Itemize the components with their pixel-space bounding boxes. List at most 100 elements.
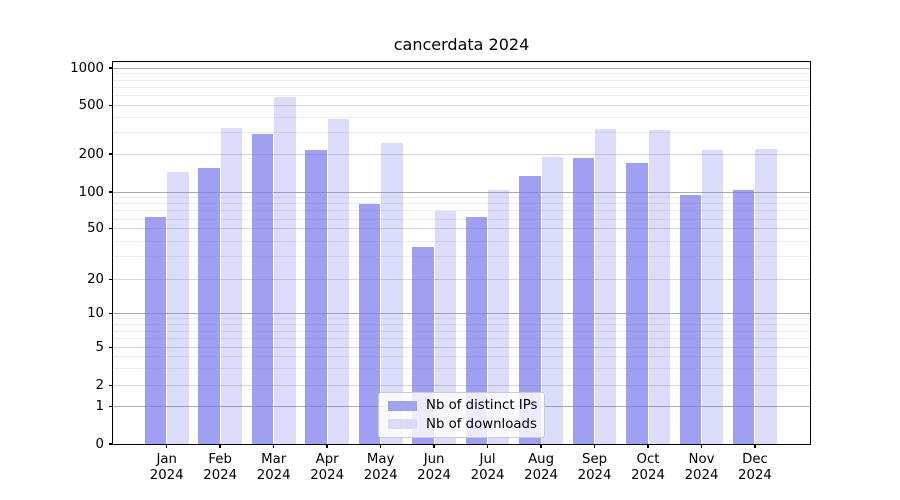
gridline xyxy=(113,256,810,258)
x-tick-label: Sep 2024 xyxy=(565,452,625,483)
x-tick-year: 2024 xyxy=(631,467,665,483)
bar-downloads-oct xyxy=(648,130,670,444)
bar-distinct-ips-feb xyxy=(198,167,220,444)
y-tick-label: 0 xyxy=(95,436,104,452)
x-tick-month: Apr xyxy=(315,452,339,467)
x-tick-month: Jun xyxy=(423,452,445,467)
gridline xyxy=(113,86,810,88)
bar-downloads-jun xyxy=(434,210,456,444)
x-tick-label: Jan 2024 xyxy=(137,452,197,483)
bar-downloads-mar xyxy=(274,96,296,444)
gridline xyxy=(113,338,810,340)
x-tick-label: May 2024 xyxy=(351,452,411,483)
x-tick-year: 2024 xyxy=(524,467,558,483)
x-tick-month: Feb xyxy=(208,452,232,467)
x-tick-mark xyxy=(326,444,328,448)
x-tick-mark xyxy=(754,444,756,448)
bar-downloads-aug xyxy=(541,156,563,444)
gridline xyxy=(113,132,810,134)
y-tick-label: 1 xyxy=(95,399,104,415)
y-tick-label: 1000 xyxy=(70,60,104,76)
bar-distinct-ips-sep xyxy=(572,157,595,444)
gridline xyxy=(113,278,810,280)
gridline xyxy=(113,228,810,230)
y-tick-label: 20 xyxy=(87,271,104,287)
x-tick-mark xyxy=(540,444,542,448)
gridline xyxy=(113,67,810,69)
y-tick-mark xyxy=(108,191,113,193)
gridline xyxy=(113,347,810,349)
x-tick-label: Aug 2024 xyxy=(511,452,571,483)
bar-downloads-sep xyxy=(595,128,617,444)
y-tick-mark xyxy=(108,228,113,230)
bar-downloads-apr xyxy=(327,118,350,444)
y-tick-mark xyxy=(108,443,113,445)
x-tick-month: Jan xyxy=(156,452,177,467)
bar-distinct-ips-nov xyxy=(679,195,701,444)
bar-downloads-jan xyxy=(167,171,189,444)
y-tick-mark xyxy=(108,105,113,107)
gridline xyxy=(113,323,810,325)
x-tick-mark xyxy=(166,444,168,448)
y-tick-mark xyxy=(108,153,113,155)
x-tick-year: 2024 xyxy=(203,467,238,483)
y-tick-label: 100 xyxy=(78,184,104,200)
legend-swatch-distinct-ips xyxy=(388,400,417,411)
gridline xyxy=(113,203,810,205)
x-tick-label: Jun 2024 xyxy=(404,452,464,483)
x-tick-label: Feb 2024 xyxy=(190,452,250,483)
x-tick-mark xyxy=(272,444,275,448)
x-tick-year: 2024 xyxy=(256,467,291,483)
bar-downloads-jul xyxy=(488,190,510,444)
gridline xyxy=(113,95,810,97)
bar-downloads-dec xyxy=(755,148,777,444)
x-tick-mark xyxy=(433,444,435,448)
gridline xyxy=(113,218,810,220)
legend: Nb of distinct IPs Nb of downloads xyxy=(378,392,545,438)
gridline xyxy=(113,210,810,212)
gridline xyxy=(113,330,810,332)
y-tick-label: 50 xyxy=(87,221,104,237)
legend-item-distinct-ips: Nb of distinct IPs xyxy=(388,398,537,413)
y-tick-mark xyxy=(108,347,113,349)
x-tick-month: Dec xyxy=(742,452,768,467)
x-tick-mark xyxy=(700,444,703,448)
x-tick-mark xyxy=(647,444,649,448)
legend-label-downloads: Nb of downloads xyxy=(426,416,537,432)
bar-distinct-ips-apr xyxy=(305,149,327,444)
x-tick-year: 2024 xyxy=(310,467,345,483)
bar-downloads-feb xyxy=(220,127,243,444)
x-tick-label: Dec 2024 xyxy=(725,452,785,483)
x-tick-label: Nov 2024 xyxy=(672,452,732,483)
gridline xyxy=(113,105,810,107)
gridline xyxy=(113,385,810,387)
y-tick-label: 10 xyxy=(87,305,104,321)
x-tick-year: 2024 xyxy=(363,467,398,483)
gridline xyxy=(113,191,810,193)
y-tick-label: 5 xyxy=(95,340,104,356)
y-tick-mark xyxy=(108,312,113,314)
legend-swatch-downloads xyxy=(388,419,417,430)
gridline xyxy=(113,312,810,314)
gridline xyxy=(113,356,810,358)
x-tick-year: 2024 xyxy=(738,467,772,483)
y-tick-label: 500 xyxy=(78,98,104,114)
y-tick-mark xyxy=(108,278,113,280)
x-tick-label: Oct 2024 xyxy=(618,452,678,483)
x-tick-month: Mar xyxy=(261,452,287,467)
x-tick-mark xyxy=(486,444,489,448)
x-tick-label: Apr 2024 xyxy=(297,452,357,483)
x-tick-month: Nov xyxy=(688,452,715,467)
x-tick-label: Jul 2024 xyxy=(458,452,518,483)
gridline xyxy=(113,153,810,155)
legend-item-downloads: Nb of downloads xyxy=(388,416,537,432)
x-tick-month: Jul xyxy=(479,452,496,467)
y-tick-label: 200 xyxy=(78,146,104,162)
x-tick-mark xyxy=(593,444,596,448)
y-tick-mark xyxy=(108,385,113,387)
x-tick-year: 2024 xyxy=(684,467,719,483)
gridline xyxy=(113,197,810,199)
bar-distinct-ips-mar xyxy=(251,133,274,444)
bar-downloads-may xyxy=(381,143,403,444)
x-tick-year: 2024 xyxy=(577,467,612,483)
